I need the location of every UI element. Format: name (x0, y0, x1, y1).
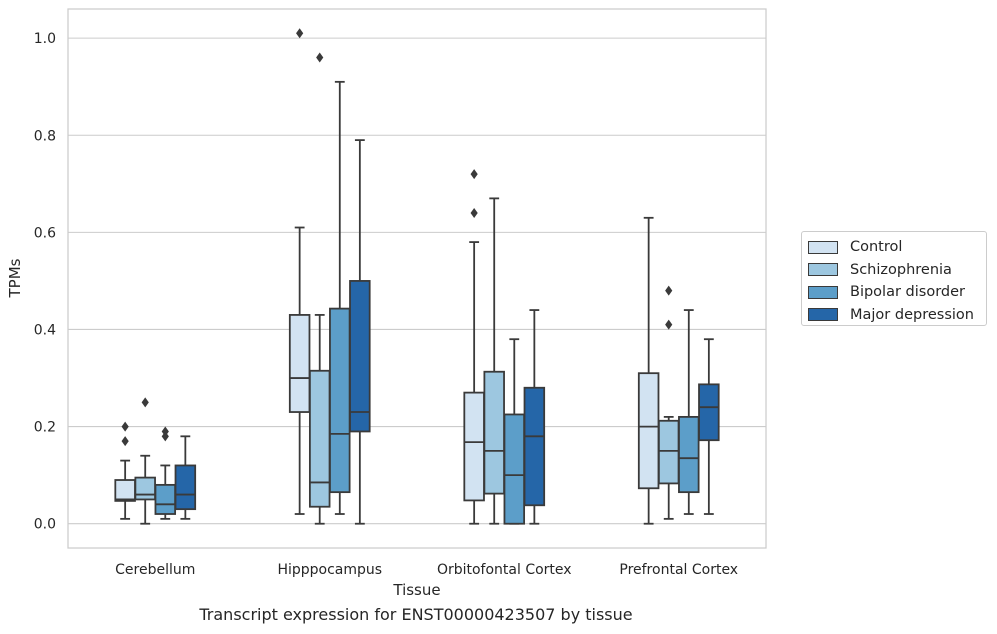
x-axis-label: Tissue (392, 581, 440, 599)
legend: Control Schizophrenia Bipolar disorder Majo… (801, 231, 987, 326)
legend-swatch (808, 240, 838, 254)
y-tick-label: 0.8 (34, 128, 56, 144)
box-major-depression (349, 139, 371, 525)
box-body (308, 369, 331, 508)
box-body (637, 372, 660, 490)
x-tick-label: Orbitofontal Cortex (437, 562, 572, 578)
box-bipolar-disorder (329, 80, 351, 515)
box-schizophrenia (657, 285, 680, 520)
outlier-point (470, 207, 478, 218)
y-tick-label: 0.0 (34, 517, 56, 533)
box-bipolar-disorder (503, 338, 526, 525)
y-tick-label: 1.0 (34, 31, 56, 47)
outlier-point (121, 421, 129, 432)
y-tick-labels: 0.0 0.2 0.4 0.6 0.8 1.0 (34, 31, 56, 533)
legend-item: Schizophrenia (808, 259, 980, 282)
x-tick-label: Hipppocampus (277, 562, 382, 578)
box-control (114, 421, 136, 520)
box-schizophrenia (308, 52, 331, 525)
box-major-depression (174, 435, 197, 520)
box-body (463, 391, 485, 502)
box-body (349, 280, 371, 433)
outlier-point (665, 285, 673, 296)
x-tick-label: Cerebellum (115, 562, 195, 578)
legend-label: Schizophrenia (850, 261, 952, 278)
legend-item: Control (808, 236, 980, 259)
box-control (637, 216, 660, 525)
box-control (463, 169, 485, 525)
outlier-point (665, 319, 673, 330)
legend-label: Major depression (850, 306, 974, 323)
box-body (114, 479, 136, 502)
outlier-point (470, 169, 478, 180)
box-body (134, 476, 156, 501)
outlier-point (316, 52, 324, 63)
box-body (329, 307, 351, 494)
legend-label: Bipolar disorder (850, 284, 965, 301)
box-body (657, 419, 680, 485)
box-major-depression (698, 338, 720, 515)
plot-frame (67, 8, 767, 549)
box-body (483, 370, 505, 495)
y-axis-label: TPMs (6, 258, 24, 298)
y-tick-label: 0.4 (34, 322, 56, 338)
legend-swatch (808, 263, 838, 277)
box-body (523, 386, 546, 507)
chart-caption: Transcript expression for ENST0000042350… (199, 605, 633, 624)
x-tick-label: Prefrontal Cortex (619, 562, 738, 578)
box-body (154, 483, 177, 515)
box-schizophrenia (483, 197, 505, 525)
box-body (678, 415, 700, 494)
box-major-depression (523, 309, 546, 525)
box-bipolar-disorder (154, 426, 177, 520)
box-control (288, 28, 311, 515)
box-schizophrenia (134, 397, 156, 525)
legend-swatch (808, 285, 838, 299)
box-body (503, 413, 526, 525)
legend-item: Bipolar disorder (808, 281, 980, 304)
box-bipolar-disorder (678, 309, 700, 515)
legend-label: Control (850, 239, 903, 256)
outlier-point (141, 397, 149, 408)
box-body (698, 383, 720, 442)
y-tick-label: 0.6 (34, 225, 56, 241)
outlier-point (296, 28, 304, 39)
legend-swatch (808, 308, 838, 322)
x-tick-labels: Cerebellum Hipppocampus Orbitofontal Corte… (115, 562, 738, 578)
boxes (114, 28, 720, 525)
legend-item: Major depression (808, 304, 980, 327)
outlier-point (161, 426, 169, 437)
y-tick-label: 0.2 (34, 420, 56, 436)
box-body (288, 314, 311, 413)
box-body (174, 464, 197, 511)
outlier-point (121, 436, 129, 447)
